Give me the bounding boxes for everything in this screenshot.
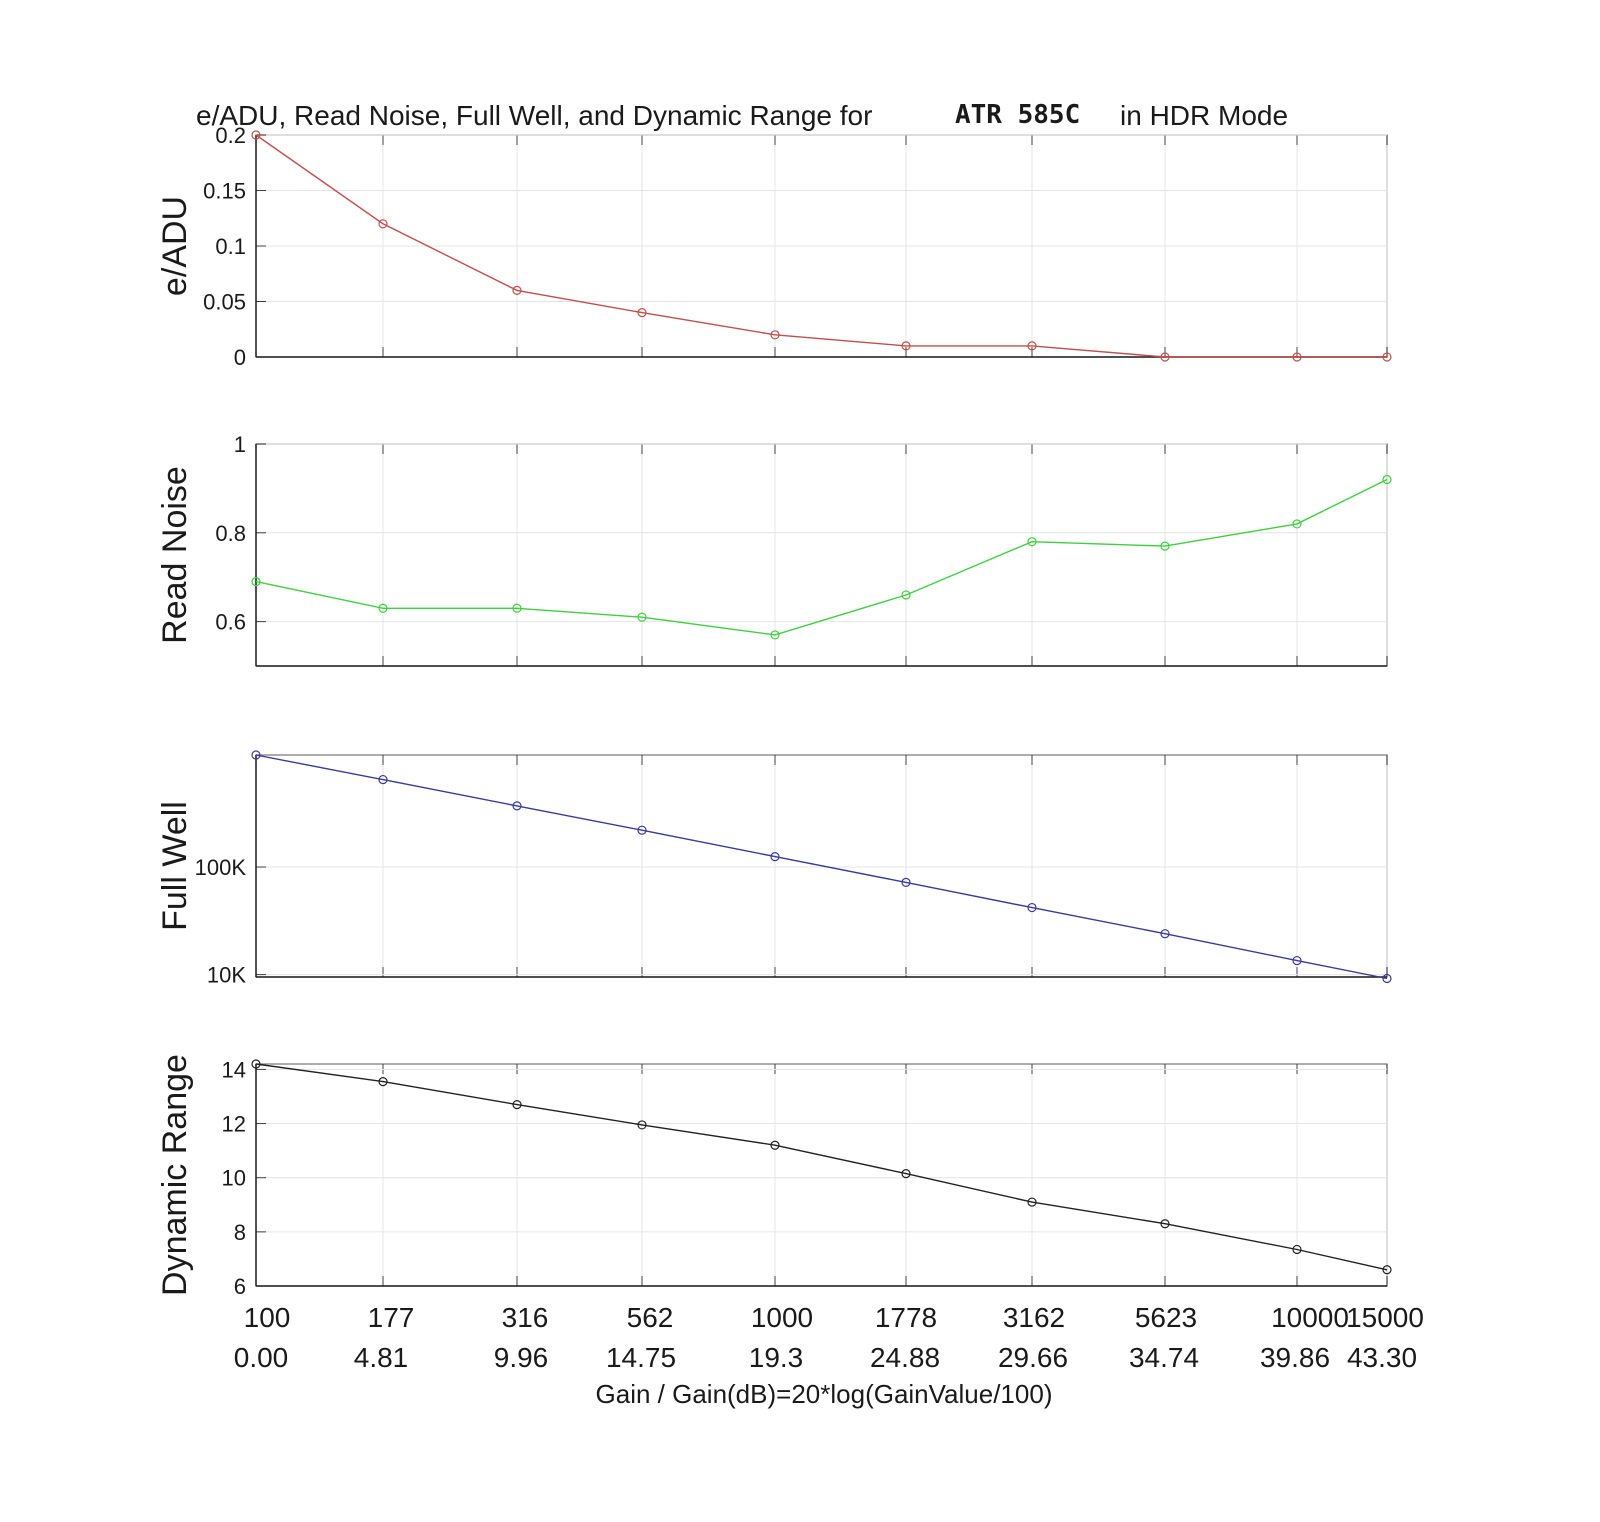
y-tick-label: 0 (234, 345, 246, 370)
x-tick-label-db: 29.66 (998, 1342, 1068, 1373)
x-tick-label-db: 4.81 (354, 1342, 409, 1373)
data-point-dynrange (637, 1120, 647, 1130)
x-tick-label-gain: 1778 (875, 1302, 937, 1333)
x-tick-label-db: 34.74 (1129, 1342, 1199, 1373)
data-point-dynrange (770, 1140, 780, 1150)
data-point-dynrange (1292, 1244, 1302, 1255)
y-tick-label: 12 (222, 1112, 246, 1137)
data-point-fullwell (770, 852, 780, 862)
panel-eadu: 0 0.05 0.1 0.15 0.2 e/ADU (156, 123, 1392, 370)
data-point-dynrange (1027, 1197, 1037, 1207)
data-point-fullwell (512, 801, 522, 811)
y-axis-title-dynrange: Dynamic Range (156, 1054, 194, 1296)
data-point-dynrange (901, 1169, 911, 1179)
y-axis-title-readnoise: Read Noise (156, 466, 194, 644)
data-point-dynrange (512, 1100, 522, 1110)
y-tick-label: 14 (222, 1057, 246, 1082)
x-axis-label: Gain / Gain(dB)=20*log(GainValue/100) (596, 1379, 1053, 1409)
data-point-eadu (251, 130, 261, 140)
y-tick-label: 100K (195, 855, 247, 880)
data-point-fullwell (1382, 973, 1392, 984)
data-point-readnoise (637, 612, 647, 622)
chart-title-suffix: in HDR Mode (1120, 100, 1288, 131)
data-point-eadu (1027, 341, 1037, 351)
x-tick-label-db: 0.00 (234, 1342, 289, 1373)
panel-frame (255, 443, 1388, 667)
series-line-eadu (255, 134, 1387, 358)
panel-frame (255, 1063, 1388, 1287)
data-point-dynrange (251, 1059, 261, 1069)
y-tick-label: 0.1 (215, 234, 246, 259)
x-tick-label-gain: 562 (627, 1302, 674, 1333)
data-point-dynrange (1382, 1265, 1392, 1275)
y-tick-label: 1 (234, 432, 246, 457)
data-point-fullwell (637, 825, 647, 835)
x-tick-label-gain: 316 (502, 1302, 549, 1333)
data-point-eadu (1160, 352, 1170, 362)
y-axis-title-eadu: e/ADU (156, 196, 194, 296)
data-point-fullwell (1160, 929, 1170, 939)
chart-title-prefix: e/ADU, Read Noise, Full Well, and Dynami… (196, 100, 872, 131)
data-point-readnoise (901, 590, 911, 600)
data-point-fullwell (378, 774, 388, 785)
y-tick-label: 0.15 (203, 179, 246, 204)
data-point-eadu (512, 285, 522, 295)
y-tick-label: 0.6 (215, 610, 246, 635)
x-tick-label-db: 24.88 (870, 1342, 940, 1373)
data-point-eadu (378, 219, 388, 229)
data-point-readnoise (251, 577, 261, 587)
series-line-fullwell (255, 754, 1388, 980)
x-tick-label-gain: 3162 (1003, 1302, 1065, 1333)
x-tick-label-gain: 100 (244, 1302, 291, 1333)
data-point-fullwell (1027, 902, 1037, 913)
x-tick-label-gain: 5623 (1135, 1302, 1197, 1333)
x-tick-label-db: 9.96 (494, 1342, 549, 1373)
x-tick-label-gain: 1000 (751, 1302, 813, 1333)
x-tick-label-db: 14.75 (606, 1342, 676, 1373)
y-axis-title-fullwell: Full Well (156, 801, 194, 931)
y-tick-label: 0.05 (203, 290, 246, 315)
data-point-eadu (637, 308, 647, 318)
y-tick-label: 6 (234, 1274, 246, 1299)
data-point-dynrange (378, 1076, 388, 1087)
data-point-eadu (1292, 352, 1302, 362)
data-point-readnoise (1027, 537, 1037, 547)
y-tick-label: 8 (234, 1220, 246, 1245)
y-tick-label: 0.8 (215, 521, 246, 546)
y-tick-label: 10 (222, 1166, 246, 1191)
data-point-fullwell (1292, 955, 1302, 966)
data-point-eadu (770, 330, 780, 340)
data-point-readnoise (512, 603, 522, 613)
data-point-fullwell (901, 877, 911, 887)
x-tick-label-gain: 15000 (1346, 1302, 1424, 1333)
x-tick-label-db: 43.30 (1347, 1342, 1417, 1373)
data-point-readnoise (1160, 541, 1170, 551)
series-line-readnoise (255, 478, 1388, 636)
series-line-dynrange (255, 1063, 1388, 1271)
chart-title-model: ATR 585C (955, 100, 1080, 130)
x-tick-label-db: 19.3 (749, 1342, 804, 1373)
data-point-dynrange (1160, 1219, 1170, 1229)
y-tick-label: 10K (207, 963, 246, 988)
x-tick-label-db: 39.86 (1260, 1342, 1330, 1373)
y-tick-label: 0.2 (215, 123, 246, 148)
data-point-eadu (901, 341, 911, 351)
panel-dynrange: 6 8 10 12 14 Dynamic Range (156, 1054, 1392, 1299)
x-tick-label-gain: 10000 (1271, 1302, 1349, 1333)
data-point-fullwell (251, 750, 261, 760)
panel-readnoise: 0.6 0.8 1 Read Noise (156, 432, 1392, 667)
x-tick-label-gain: 177 (368, 1302, 415, 1333)
data-point-readnoise (770, 630, 780, 640)
data-point-readnoise (378, 603, 388, 613)
data-point-readnoise (1382, 474, 1392, 485)
data-point-eadu (1382, 352, 1392, 362)
data-point-readnoise (1292, 519, 1302, 529)
